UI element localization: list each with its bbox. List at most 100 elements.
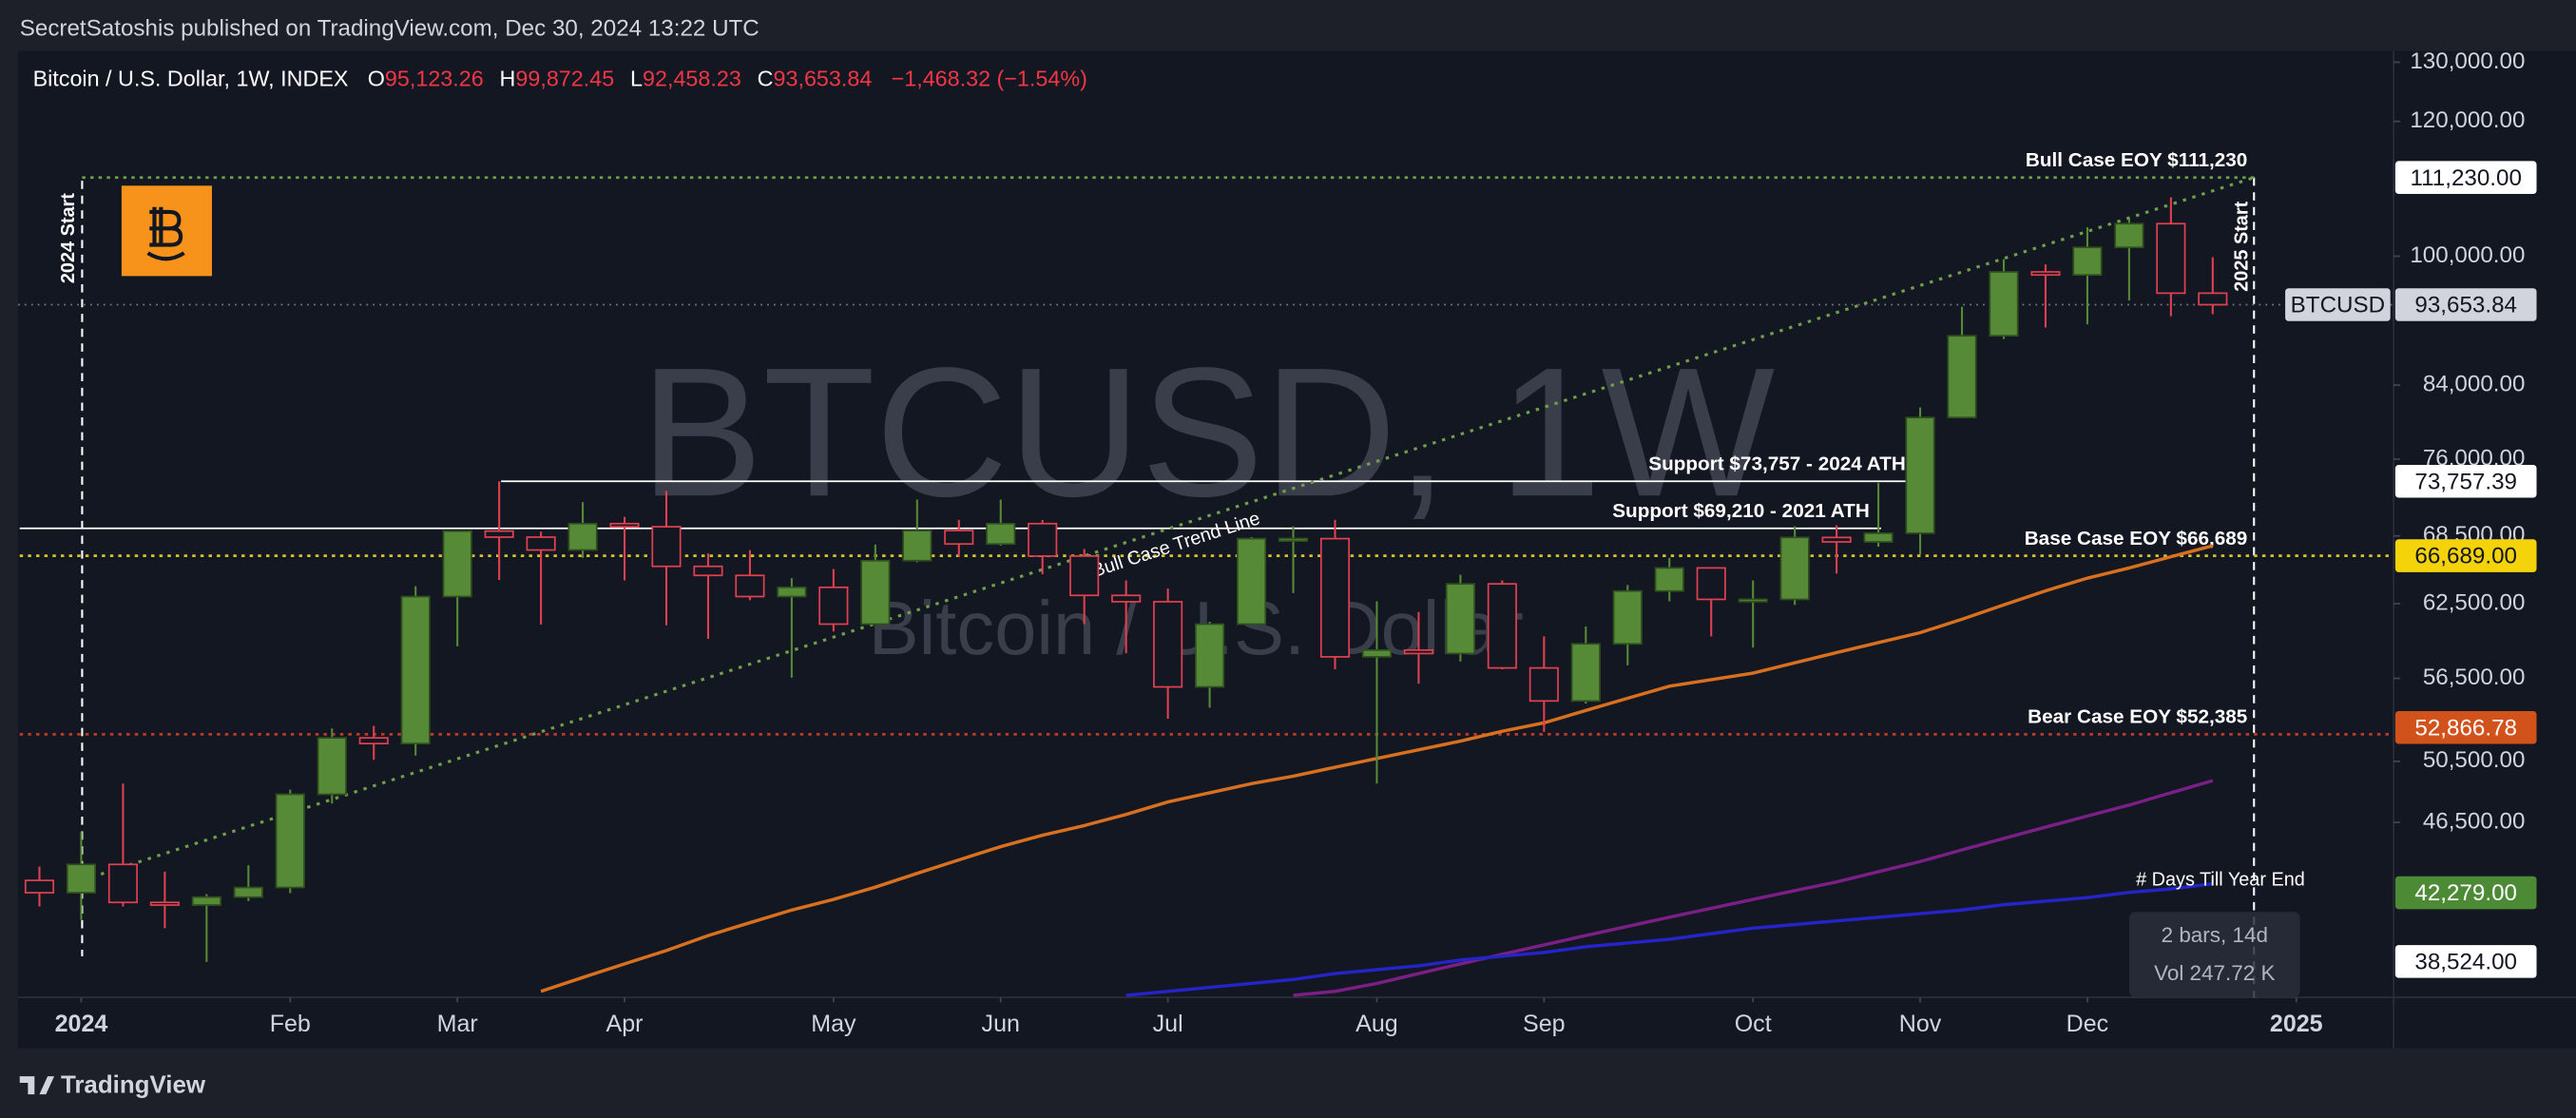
ohlc-value: 92,458.23 (643, 67, 741, 91)
price-badge-label: 42,279.00 (2414, 880, 2517, 906)
candle-body (1361, 648, 1393, 658)
moving-average (1293, 779, 2214, 997)
candle-body (1445, 583, 1475, 655)
candle-body (1278, 537, 1309, 542)
candle-body (66, 863, 97, 894)
symbol-title: Bitcoin / U.S. Dollar, 1W, INDEX (33, 67, 349, 91)
x-tick-label: Sep (1523, 1011, 1566, 1037)
price-badge (2394, 288, 2537, 321)
level-label: Bull Case EOY $111,230 (2026, 149, 2247, 171)
candle-body (1696, 567, 1726, 601)
candle-body (2030, 271, 2061, 277)
x-tick-label: May (811, 1011, 856, 1037)
candle-body (1403, 648, 1433, 655)
ohlc-key: C (758, 67, 774, 91)
candle-body (358, 737, 389, 745)
candle-body (400, 595, 431, 745)
ohlc-value: 95,123.26 (385, 67, 484, 91)
candle-body (484, 530, 514, 538)
candle-body (191, 896, 221, 906)
x-tick-label: 2025 (2270, 1011, 2323, 1037)
candle-body (1069, 555, 1100, 597)
candle-body (1779, 536, 1810, 601)
candle-body (818, 586, 849, 626)
logo-bg (121, 185, 212, 277)
candle-body (651, 526, 682, 568)
candle-body (1612, 589, 1643, 646)
candle-body (693, 565, 723, 577)
y-tick-label: 50,500.00 (2423, 747, 2526, 773)
candle-body (1947, 335, 1977, 419)
brand: TradingView (19, 1071, 206, 1098)
candle-body (860, 559, 891, 626)
legend: Bitcoin / U.S. Dollar, 1W, INDEX O95,123… (33, 67, 1087, 91)
candle-body (1153, 601, 1183, 688)
candle-body (1570, 643, 1601, 703)
symbol-tag-label: BTCUSD (2291, 293, 2385, 318)
price-badge (2394, 710, 2537, 744)
ohlc-change: −1,468.32 (−1.54%) (892, 67, 1087, 91)
ohlc-key: O (368, 67, 385, 91)
candle-body (526, 536, 556, 551)
candle-body (1905, 416, 1935, 534)
ohlc-key: L (630, 67, 643, 91)
candle-body (2114, 222, 2144, 249)
y-tick-label: 46,500.00 (2423, 808, 2526, 834)
price-badge-label: 73,757.39 (2414, 469, 2517, 494)
moving-average (1125, 881, 2214, 997)
candle-body (2156, 222, 2186, 295)
watermark-title: BTCUSD, 1W (640, 330, 1775, 535)
candle-body (233, 886, 263, 898)
candle-body (609, 522, 640, 528)
candle-body (1028, 522, 1058, 557)
tooltip-box (2128, 912, 2300, 998)
y-tick-label: 62,500.00 (2423, 589, 2526, 615)
price-badge (2394, 876, 2537, 910)
candle-body (2072, 246, 2103, 277)
tooltip-volume: Vol 247.72 K (2154, 961, 2275, 985)
candle-body (1528, 666, 1559, 703)
x-tick-label: Oct (1735, 1011, 1772, 1037)
candle-body (1487, 583, 1517, 669)
time-axis-area (18, 997, 2576, 1049)
x-tick-label: 2024 (55, 1011, 108, 1037)
y-tick-label: 130,000.00 (2410, 48, 2525, 74)
logo (121, 185, 212, 277)
ohlc-value: 99,872.45 (515, 67, 614, 91)
brand-logo (19, 1076, 55, 1095)
price-badge-label: 66,689.00 (2414, 544, 2517, 569)
price-badge-label: 38,524.00 (2414, 950, 2517, 975)
candle-body (1863, 532, 1894, 543)
price-badge (2394, 539, 2537, 572)
candle-body (24, 879, 55, 894)
x-tick-label: Jul (1153, 1011, 1183, 1037)
x-tick-label: Jun (982, 1011, 1020, 1037)
x-tick-label: Nov (1899, 1011, 1942, 1037)
marker-label: 2025 Start (2231, 201, 2252, 291)
price-badge-label: 93,653.84 (2414, 293, 2517, 318)
indicator-label: # Days Till Year End (2136, 870, 2305, 891)
brand-name: TradingView (61, 1071, 206, 1098)
candle-body (2198, 292, 2228, 306)
candle-body (275, 793, 305, 889)
y-tick-label: 120,000.00 (2410, 107, 2525, 133)
price-badge (2394, 945, 2537, 978)
y-tick-label: 100,000.00 (2410, 242, 2525, 268)
candle-body (1237, 537, 1267, 626)
marker-label: 2024 Start (58, 193, 79, 283)
candle-body (317, 737, 347, 796)
price-badge (2394, 161, 2537, 195)
price-badge (2394, 464, 2537, 498)
candle-body (777, 586, 807, 598)
candle-body (902, 530, 932, 562)
level-label: Support $73,757 - 2024 ATH (1648, 453, 1906, 474)
candle-body (1821, 536, 1852, 543)
tooltip: 2 bars, 14d Vol 247.72 K (2128, 912, 2300, 998)
symbol-tag (2285, 288, 2391, 321)
candle-body (986, 522, 1016, 546)
candle-body (1319, 537, 1351, 658)
price-badge-label: 111,230.00 (2410, 165, 2521, 191)
candle-body (1738, 598, 1768, 603)
